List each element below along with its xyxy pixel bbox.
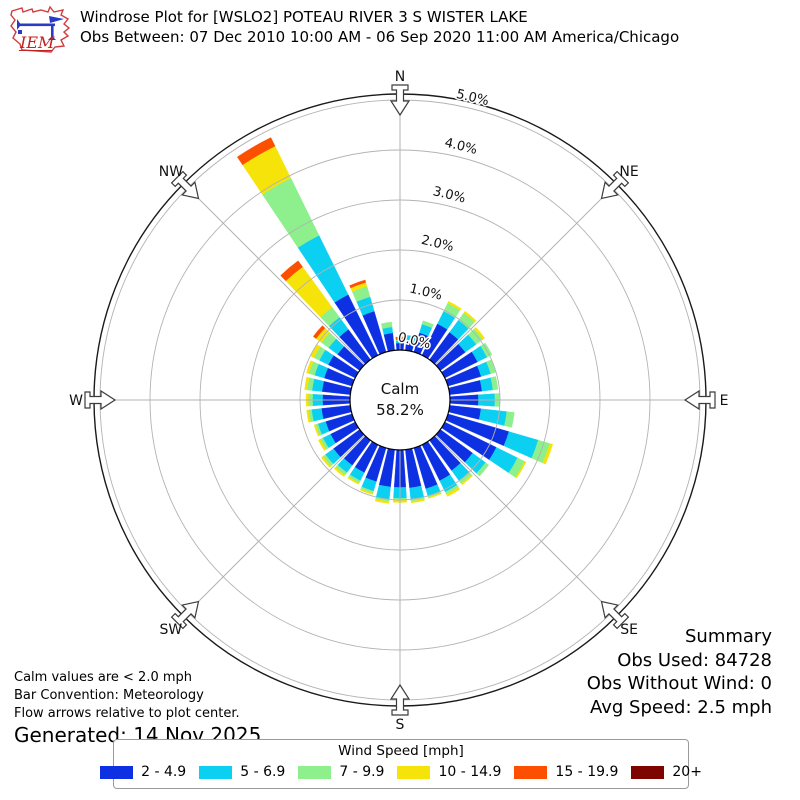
logo-text: IEM: [19, 33, 55, 52]
flow-arrow-icon: [84, 389, 117, 411]
compass-label-n: N: [395, 69, 405, 85]
wind-bar-segment: [515, 461, 527, 479]
summary-obs-without-wind: Obs Without Wind: 0: [586, 673, 772, 694]
legend-swatch-icon: [298, 765, 332, 779]
legend-item: 2 - 4.9: [100, 764, 186, 780]
wind-bar-segment: [237, 137, 276, 166]
footnotes: Calm values are < 2.0 mph Bar Convention…: [14, 669, 261, 746]
legend-bin-label: 5 - 6.9: [240, 764, 286, 780]
compass-label-sw: SW: [160, 622, 183, 638]
wind-bar-segment: [463, 310, 477, 323]
wind-bar-segment: [479, 377, 494, 392]
flow-arrows: [84, 84, 716, 716]
compass-label-e: E: [720, 393, 729, 409]
wind-bar-segment: [313, 424, 320, 437]
note-calm: Calm values are < 2.0 mph: [14, 670, 193, 685]
wind-bar-segment: [421, 320, 434, 328]
compass-label-se: SE: [620, 622, 638, 638]
legend-title: Wind Speed [mph]: [338, 743, 464, 759]
flow-arrow-icon: [600, 600, 630, 630]
wind-bar-segment: [347, 476, 360, 485]
legend-item: 20+: [631, 764, 702, 780]
wind-bar-segment: [447, 301, 462, 311]
compass-label-nw: NW: [159, 164, 183, 180]
wind-bar-segment: [486, 359, 496, 374]
legend-row: 2 - 4.9 5 - 6.9 7 - 9.9 10 - 14.9 15 - 19.9 2…: [100, 764, 702, 780]
wind-bar-segment: [349, 279, 367, 289]
compass-label-w: W: [69, 393, 83, 409]
note-convention: Bar Convention: Meteorology: [14, 688, 204, 703]
grid-spoke: [435, 183, 617, 365]
wind-bar-segment: [312, 325, 326, 339]
compass-labels: N NE E SE S SW W NW: [69, 69, 728, 733]
chart-title: Windrose Plot for [WSLO2] POTEAU RIVER 3…: [80, 8, 528, 26]
chart-header: Windrose Plot for [WSLO2] POTEAU RIVER 3…: [80, 7, 679, 47]
legend-swatch-icon: [514, 765, 548, 779]
legend-bin-label: 2 - 4.9: [141, 764, 187, 780]
wind-bar-segment: [446, 486, 461, 497]
legend-bin-label: 15 - 19.9: [555, 764, 619, 780]
wind-bar-segment: [542, 443, 553, 465]
wind-bar-segment: [490, 376, 499, 391]
wind-bar-segment: [306, 409, 311, 423]
wind-bar-segment: [478, 408, 508, 426]
wind-bar-segment: [381, 321, 393, 329]
calm-circle: [349, 349, 451, 451]
summary-title: Summary: [685, 626, 772, 647]
wind-bar-segment: [428, 492, 442, 499]
chart-subtitle: Obs Between: 07 Dec 2010 10:00 AM - 06 S…: [80, 28, 680, 46]
calm-value: 58.2%: [376, 401, 424, 419]
wind-bar-segment: [473, 327, 486, 340]
ring-tick-label: 1.0%: [408, 281, 444, 303]
legend-item: 15 - 19.9: [514, 764, 618, 780]
flow-arrow-icon: [170, 600, 200, 630]
wind-bar-segment: [383, 332, 395, 352]
legend-bin-label: 7 - 9.9: [339, 764, 385, 780]
wind-bar-segment: [321, 456, 332, 468]
summary-obs-used: Obs Used: 84728: [617, 649, 772, 671]
legend-item: 10 - 14.9: [397, 764, 501, 780]
wind-bar-segment: [410, 498, 425, 504]
iem-logo: IEM: [10, 5, 71, 53]
legend-item: 5 - 6.9: [199, 764, 285, 780]
legend-bin-label: 10 - 14.9: [438, 764, 502, 780]
wind-speed-legend: Wind Speed [mph] 2 - 4.9 5 - 6.9 7 - 9.9 10…: [100, 739, 702, 789]
grid-spoke: [435, 435, 617, 617]
wind-bar-segment: [406, 335, 416, 342]
wind-bar-segment: [359, 488, 374, 495]
legend-swatch-icon: [199, 765, 233, 779]
summary-avg-speed: Avg Speed: 2.5 mph: [590, 696, 772, 718]
wind-bar-segment: [306, 360, 314, 374]
summary-block: Summary Obs Used: 84728 Obs Without Wind…: [587, 625, 772, 719]
wind-bar-segment: [504, 411, 515, 428]
compass-label-s: S: [396, 717, 405, 733]
legend-item: 7 - 9.9: [298, 764, 384, 780]
wind-bar-segment: [318, 439, 327, 451]
legend-swatch-icon: [631, 765, 665, 779]
legend-swatch-icon: [100, 765, 134, 779]
weathervane-icon: [17, 16, 64, 40]
wind-bar-segment: [280, 260, 303, 282]
wind-bar-segment: [476, 462, 490, 477]
wind-bar-segment: [460, 474, 473, 486]
calm-label: Calm: [381, 380, 419, 398]
flow-arrow-icon: [389, 683, 411, 716]
flow-arrow-icon: [170, 170, 200, 200]
note-arrows: Flow arrows relative to plot center.: [14, 706, 240, 721]
wind-bar-segment: [374, 498, 390, 504]
flow-arrow-icon: [683, 389, 716, 411]
flow-arrow-icon: [600, 170, 630, 200]
flow-arrow-icon: [389, 84, 411, 117]
wind-bar-segment: [304, 376, 310, 391]
wind-bar-segment: [333, 466, 346, 477]
legend-bin-label: 20+: [672, 764, 702, 780]
compass-label-ne: NE: [619, 164, 638, 180]
grid-spoke: [183, 435, 365, 617]
legend-swatch-icon: [397, 765, 431, 779]
grid-spoke: [183, 183, 365, 365]
